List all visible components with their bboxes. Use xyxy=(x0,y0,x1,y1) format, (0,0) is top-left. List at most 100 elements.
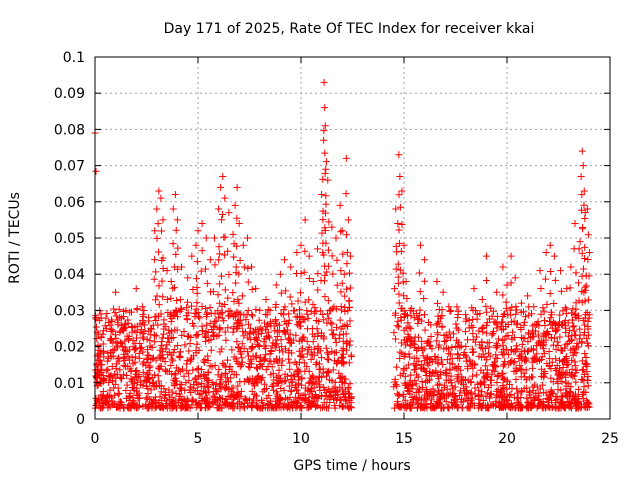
data-point-background xyxy=(554,380,562,388)
data-point-cluster xyxy=(562,324,570,332)
data-point-cluster xyxy=(434,312,442,320)
data-point-background xyxy=(464,403,472,411)
data-point-background xyxy=(500,376,508,384)
data-point-cluster xyxy=(139,368,147,376)
data-point-background xyxy=(440,331,448,339)
data-point xyxy=(287,263,295,271)
data-point-background xyxy=(179,403,187,411)
axis-layer: 0 0.01 0.02 0.03 0.04 0.05 0.06 0.07 0.08 0.09 0.1… xyxy=(54,50,619,447)
data-point-cluster xyxy=(163,296,171,304)
data-point-background xyxy=(442,370,450,378)
data-point-cluster xyxy=(575,297,583,305)
data-point-background xyxy=(406,334,414,342)
data-point-background xyxy=(559,392,567,400)
data-point-cluster xyxy=(549,341,557,349)
data-point-cluster xyxy=(445,345,453,353)
data-point xyxy=(159,216,167,224)
data-point-cluster xyxy=(410,360,418,368)
data-point-background xyxy=(207,346,215,354)
data-point-background xyxy=(406,402,414,410)
data-point-cluster xyxy=(391,309,399,317)
data-point-cluster xyxy=(230,253,238,261)
data-point-background xyxy=(187,354,195,362)
data-point-background xyxy=(200,357,208,365)
data-point-cluster xyxy=(121,337,129,345)
data-point-cluster xyxy=(529,322,537,330)
data-point-background xyxy=(209,332,217,340)
data-point-cluster xyxy=(400,307,408,315)
y-tick-label: 0.04 xyxy=(54,267,85,283)
data-point-background xyxy=(110,384,118,392)
data-point-background xyxy=(265,392,273,400)
data-point-background xyxy=(202,334,210,342)
data-point-background xyxy=(258,374,266,382)
data-point-background xyxy=(522,313,530,321)
data-point-background xyxy=(307,308,315,316)
data-point-background xyxy=(471,384,479,392)
data-point-background xyxy=(332,339,340,347)
data-point-background xyxy=(413,346,421,354)
data-point-background xyxy=(516,400,524,408)
data-point-background xyxy=(104,365,112,373)
data-point-background xyxy=(467,361,475,369)
data-point-cluster xyxy=(454,342,462,350)
data-point-background xyxy=(405,361,413,369)
data-point xyxy=(318,191,326,199)
data-point-cluster xyxy=(137,326,145,334)
data-point-background xyxy=(181,397,189,405)
data-point-cluster xyxy=(145,352,153,360)
data-point-cluster xyxy=(168,327,176,335)
data-point-background xyxy=(453,303,461,311)
data-point-background xyxy=(173,326,181,334)
data-point-background xyxy=(184,403,192,411)
data-point-background xyxy=(123,381,131,389)
data-point-cluster xyxy=(482,276,490,284)
data-point-cluster xyxy=(415,311,423,319)
data-point-background xyxy=(204,383,212,391)
data-point-background xyxy=(499,381,507,389)
data-point-background xyxy=(168,402,176,410)
data-point-background xyxy=(464,362,472,370)
data-point-background xyxy=(226,393,234,401)
data-point-background xyxy=(431,404,439,412)
data-point-background xyxy=(549,318,557,326)
data-point-background xyxy=(215,381,223,389)
data-point-background xyxy=(230,404,238,412)
data-point-background xyxy=(115,402,123,410)
data-point-background xyxy=(448,344,456,352)
data-point-background xyxy=(575,385,583,393)
data-point-background xyxy=(99,388,107,396)
data-point-cluster xyxy=(504,320,512,328)
data-point-cluster xyxy=(320,127,328,135)
data-point-background xyxy=(243,348,251,356)
data-point-background xyxy=(297,351,305,359)
data-point-background xyxy=(413,371,421,379)
data-point-background xyxy=(221,399,229,407)
data-point-background xyxy=(556,356,564,364)
data-point-cluster xyxy=(108,362,116,370)
data-point-background xyxy=(294,390,302,398)
data-point-background xyxy=(196,404,204,412)
data-point-cluster xyxy=(309,300,317,308)
data-point-background xyxy=(222,336,230,344)
data-point-cluster xyxy=(153,292,161,300)
data-point-background xyxy=(440,381,448,389)
data-point-cluster xyxy=(346,317,354,325)
data-point-background xyxy=(552,327,560,335)
data-point-background xyxy=(129,402,137,410)
data-point-background xyxy=(454,362,462,370)
data-point-cluster xyxy=(394,273,402,281)
data-point-background xyxy=(456,391,464,399)
data-point xyxy=(95,350,103,358)
data-point-background xyxy=(212,380,220,388)
data-point-background xyxy=(481,381,489,389)
data-point-background xyxy=(442,398,450,406)
data-point-background xyxy=(221,370,229,378)
data-point-background xyxy=(220,384,228,392)
data-point-cluster xyxy=(94,341,102,349)
data-point-cluster xyxy=(153,234,161,242)
data-point-background xyxy=(319,403,327,411)
data-point xyxy=(169,205,177,213)
data-point-background xyxy=(122,320,130,328)
